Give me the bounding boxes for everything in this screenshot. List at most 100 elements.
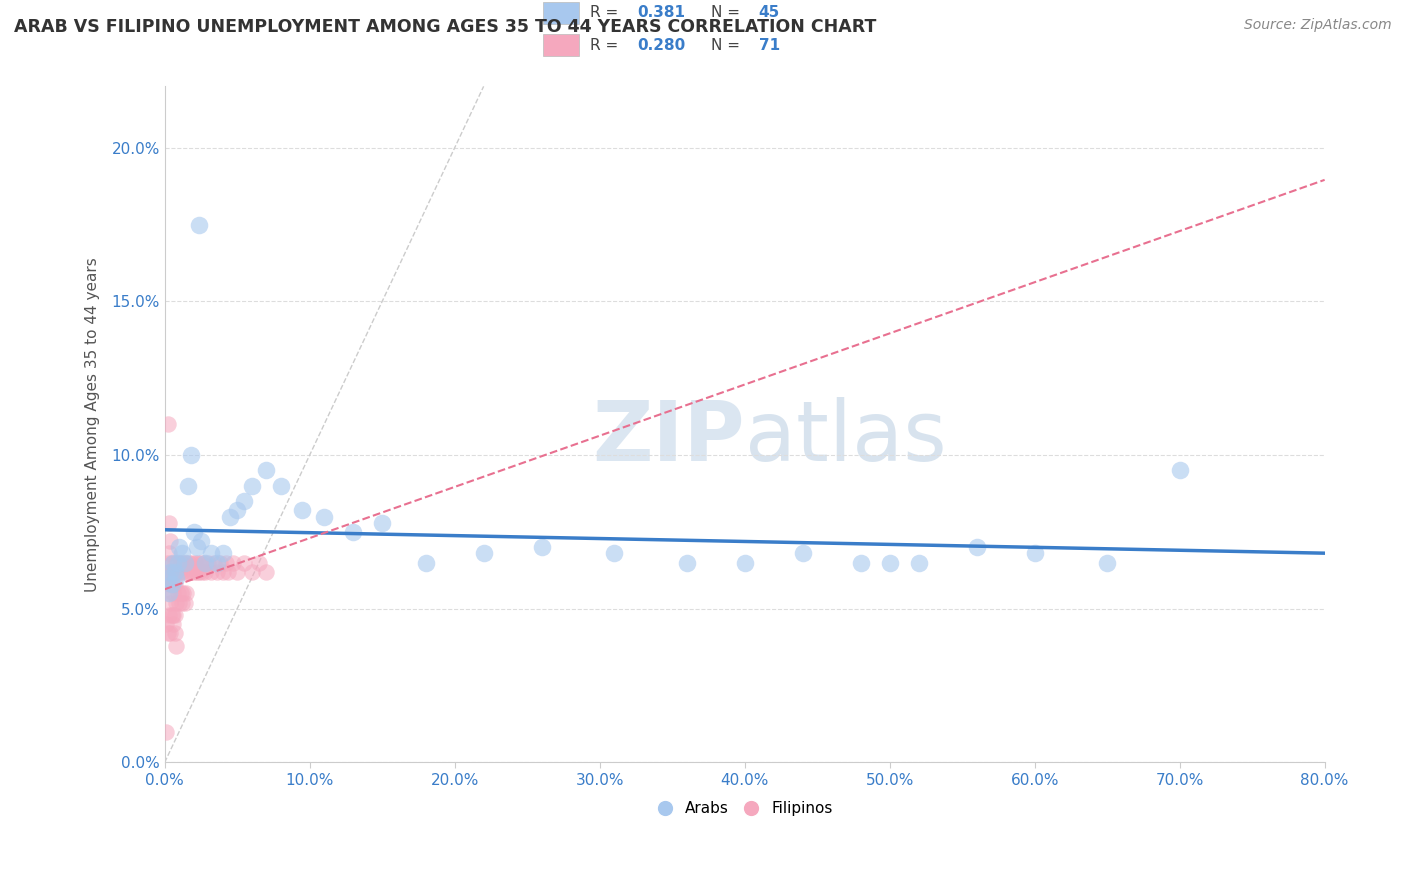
Point	[792, 546, 814, 560]
Point	[163, 626, 186, 640]
Point	[187, 556, 209, 570]
Point	[183, 565, 205, 579]
Point	[211, 546, 233, 560]
Point	[166, 556, 188, 570]
Point	[371, 516, 394, 530]
Point	[193, 556, 215, 570]
Point	[186, 565, 208, 579]
Point	[157, 586, 180, 600]
Point	[879, 556, 901, 570]
Point	[194, 556, 217, 570]
Point	[240, 479, 263, 493]
Text: 45: 45	[759, 5, 780, 21]
Point	[159, 565, 181, 579]
Point	[200, 546, 222, 560]
Point	[734, 556, 756, 570]
Point	[190, 556, 212, 570]
Text: ZIP: ZIP	[592, 398, 745, 478]
Point	[214, 556, 236, 570]
Point	[155, 571, 177, 585]
Point	[174, 565, 197, 579]
Point	[163, 556, 186, 570]
Point	[160, 577, 183, 591]
Point	[291, 503, 314, 517]
Point	[162, 565, 184, 579]
Point	[166, 556, 188, 570]
Point	[159, 534, 181, 549]
Point	[173, 586, 195, 600]
Point	[183, 524, 205, 539]
Text: 0.381: 0.381	[638, 5, 686, 21]
Point	[162, 586, 184, 600]
Text: Source: ZipAtlas.com: Source: ZipAtlas.com	[1244, 18, 1392, 32]
Point	[157, 516, 180, 530]
Text: ARAB VS FILIPINO UNEMPLOYMENT AMONG AGES 35 TO 44 YEARS CORRELATION CHART: ARAB VS FILIPINO UNEMPLOYMENT AMONG AGES…	[14, 18, 876, 36]
Point	[907, 556, 929, 570]
Point	[155, 724, 177, 739]
Point	[849, 556, 872, 570]
Point	[162, 556, 184, 570]
Point	[167, 541, 190, 555]
Text: R =: R =	[591, 5, 623, 21]
Point	[159, 626, 181, 640]
Point	[156, 626, 179, 640]
Point	[226, 565, 249, 579]
Point	[169, 556, 191, 570]
Point	[156, 571, 179, 585]
Point	[233, 556, 256, 570]
Point	[1168, 463, 1191, 477]
Point	[173, 556, 195, 570]
Point	[166, 586, 188, 600]
Point	[157, 577, 180, 591]
Point	[254, 565, 277, 579]
Point	[174, 556, 197, 570]
Text: N =: N =	[711, 5, 745, 21]
Point	[160, 556, 183, 570]
Point	[211, 565, 233, 579]
Point	[160, 607, 183, 622]
Point	[167, 565, 190, 579]
Point	[163, 577, 186, 591]
Point	[167, 596, 190, 610]
Point	[157, 546, 180, 560]
Bar	[543, 34, 579, 55]
Legend: Arabs, Filipinos: Arabs, Filipinos	[651, 795, 838, 822]
Y-axis label: Unemployment Among Ages 35 to 44 years: Unemployment Among Ages 35 to 44 years	[86, 257, 100, 591]
Point	[188, 565, 211, 579]
Point	[219, 509, 242, 524]
Point	[226, 503, 249, 517]
Point	[176, 556, 198, 570]
Point	[205, 565, 228, 579]
Point	[170, 596, 193, 610]
Bar	[543, 2, 579, 23]
Point	[156, 417, 179, 432]
Point	[188, 218, 211, 232]
Text: R =: R =	[591, 37, 623, 53]
Point	[165, 639, 187, 653]
Point	[170, 546, 193, 560]
Point	[162, 607, 184, 622]
Point	[179, 556, 201, 570]
Point	[186, 541, 208, 555]
Point	[233, 494, 256, 508]
Point	[156, 556, 179, 570]
Point	[217, 565, 239, 579]
Point	[170, 565, 193, 579]
Point	[240, 565, 263, 579]
Point	[165, 571, 187, 585]
Point	[314, 509, 336, 524]
Point	[156, 586, 179, 600]
Point	[160, 577, 183, 591]
Point	[1024, 546, 1046, 560]
Text: 71: 71	[759, 37, 780, 53]
Point	[163, 565, 186, 579]
Point	[472, 546, 495, 560]
Point	[157, 607, 180, 622]
Point	[530, 541, 553, 555]
Point	[169, 586, 191, 600]
Point	[342, 524, 364, 539]
Point	[222, 556, 245, 570]
Text: atlas: atlas	[745, 398, 946, 478]
Point	[1095, 556, 1118, 570]
Point	[165, 596, 187, 610]
